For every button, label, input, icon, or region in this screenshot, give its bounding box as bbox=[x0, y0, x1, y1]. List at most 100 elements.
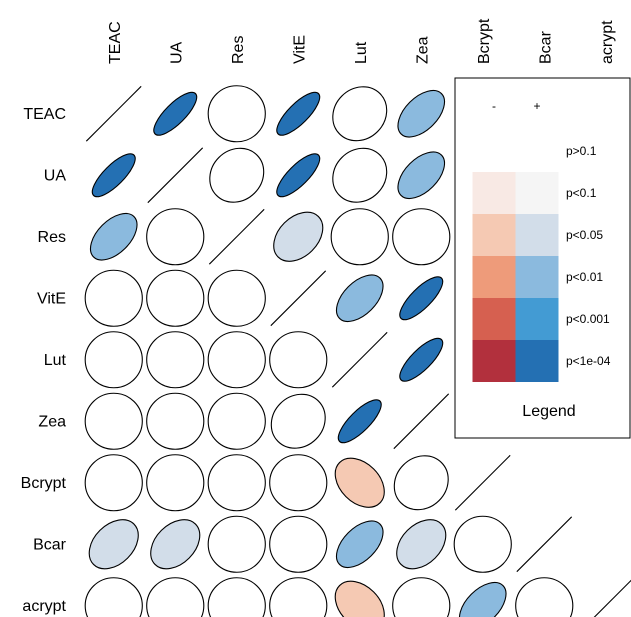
cell-bcrypt-zea bbox=[393, 455, 449, 511]
cell-bcar-zea bbox=[396, 519, 447, 570]
row-label-ua: UA bbox=[44, 167, 67, 184]
cell-lut-vite bbox=[269, 331, 328, 389]
cell-ua-zea bbox=[397, 151, 446, 200]
legend-level-p-1e-04: p<1e-04 bbox=[566, 354, 611, 368]
diagonal-line-lut bbox=[331, 331, 388, 388]
legend-swatch-neg-p-0-1 bbox=[472, 172, 516, 214]
diagonal-line-zea bbox=[393, 393, 450, 450]
cell-zea-lut bbox=[337, 399, 382, 444]
legend-swatch-neg-p-0-05 bbox=[472, 214, 516, 256]
row-label-zea: Zea bbox=[38, 413, 66, 430]
cell-res-teac bbox=[89, 212, 138, 261]
diagonal-line-teac bbox=[85, 85, 142, 142]
legend-level-p-0-01: p<0.01 bbox=[566, 270, 603, 284]
row-label-vite: VitE bbox=[37, 290, 66, 307]
cell-ua-lut bbox=[332, 147, 388, 203]
cell-ua-vite bbox=[276, 153, 321, 198]
diagonal-line-bcar bbox=[516, 516, 573, 573]
cell-bcrypt-vite bbox=[269, 454, 328, 512]
cell-bcrypt-lut bbox=[334, 457, 385, 508]
cell-vite-lut bbox=[335, 274, 384, 323]
cell-acrypt-ua bbox=[146, 577, 205, 617]
legend-swatch-neg-p-0-001 bbox=[472, 298, 516, 340]
legend-swatch-pos-p-0-1 bbox=[515, 172, 559, 214]
cell-zea-teac bbox=[84, 392, 143, 450]
cell-ua-res bbox=[209, 147, 265, 203]
cell-teac-lut bbox=[332, 86, 388, 142]
col-label-zea: Zea bbox=[414, 36, 431, 64]
legend-title: Legend bbox=[522, 403, 575, 420]
diagonal-line-acrypt bbox=[593, 579, 631, 617]
cell-lut-zea bbox=[399, 337, 444, 382]
col-label-vite: VitE bbox=[291, 35, 308, 64]
legend-level-p-0-1: p<0.1 bbox=[566, 186, 597, 200]
row-label-bcrypt: Bcrypt bbox=[21, 475, 67, 492]
col-label-bcar: Bcar bbox=[537, 30, 554, 64]
legend-level-p-0-1: p>0.1 bbox=[566, 144, 597, 158]
row-label-teac: TEAC bbox=[23, 106, 66, 123]
cell-zea-vite bbox=[270, 393, 326, 449]
row-label-res: Res bbox=[38, 229, 66, 246]
diagonal-line-ua bbox=[147, 147, 204, 204]
cell-teac-ua bbox=[153, 91, 198, 136]
legend-swatch-pos-p-1e-04 bbox=[515, 340, 559, 382]
cell-res-lut bbox=[330, 208, 389, 266]
col-label-lut: Lut bbox=[353, 41, 370, 64]
cell-lut-res bbox=[207, 331, 266, 389]
col-label-ua: UA bbox=[168, 41, 185, 64]
legend-sign-pos: + bbox=[533, 99, 540, 113]
cell-bcar-teac bbox=[88, 519, 139, 570]
legend-level-p-0-05: p<0.05 bbox=[566, 228, 603, 242]
cell-res-zea bbox=[392, 208, 451, 266]
cell-res-vite bbox=[273, 211, 324, 262]
cell-bcar-vite bbox=[269, 515, 328, 573]
cell-zea-ua bbox=[146, 392, 205, 450]
cell-acrypt-zea bbox=[392, 577, 451, 617]
cell-ua-teac bbox=[91, 153, 136, 198]
cell-bcrypt-res bbox=[207, 454, 266, 512]
col-label-teac: TEAC bbox=[107, 21, 124, 64]
legend-swatch-neg-p-0-01 bbox=[472, 256, 516, 298]
cell-res-ua bbox=[146, 208, 205, 266]
legend-swatch-pos-p-0-1 bbox=[515, 130, 559, 172]
row-label-acrypt: acrypt bbox=[22, 598, 66, 615]
legend-level-p-0-001: p<0.001 bbox=[566, 312, 610, 326]
cell-acrypt-bcar bbox=[515, 577, 574, 617]
cell-acrypt-bcrypt bbox=[458, 581, 507, 617]
diagonal-line-bcrypt bbox=[454, 454, 511, 511]
cell-vite-res bbox=[207, 269, 266, 327]
cell-bcar-bcrypt bbox=[453, 515, 512, 573]
cell-bcrypt-ua bbox=[146, 454, 205, 512]
col-label-res: Res bbox=[230, 36, 247, 64]
labels-layer: TEAC TEAC UA UA Res Res VitE VitE Lut Lut Zea Zea Bc… bbox=[21, 18, 616, 615]
legend-swatch-pos-p-0-01 bbox=[515, 256, 559, 298]
cell-acrypt-teac bbox=[84, 577, 143, 617]
cell-bcar-lut bbox=[335, 520, 384, 569]
diagonal-line-res bbox=[208, 208, 265, 265]
row-label-lut: Lut bbox=[44, 352, 67, 369]
cell-acrypt-vite bbox=[269, 577, 328, 617]
cell-zea-res bbox=[207, 392, 266, 450]
cell-acrypt-res bbox=[207, 577, 266, 617]
cell-bcar-res bbox=[207, 515, 266, 573]
cell-vite-zea bbox=[399, 276, 444, 321]
cell-teac-res bbox=[207, 85, 266, 143]
legend-swatch-neg-p-1e-04 bbox=[472, 340, 516, 382]
cell-vite-teac bbox=[84, 269, 143, 327]
col-label-bcrypt: Bcrypt bbox=[476, 18, 493, 64]
cell-acrypt-lut bbox=[334, 580, 385, 617]
cell-vite-ua bbox=[146, 269, 205, 327]
col-label-acrypt: acrypt bbox=[599, 20, 616, 64]
cells-layer bbox=[84, 85, 631, 617]
legend-swatch-neg-p-0-1 bbox=[472, 130, 516, 172]
legend-sign-neg: - bbox=[492, 99, 496, 113]
legend-swatch-pos-p-0-001 bbox=[515, 298, 559, 340]
cell-bcar-ua bbox=[150, 519, 201, 570]
cell-lut-teac bbox=[84, 331, 143, 389]
legend-swatch-pos-p-0-05 bbox=[515, 214, 559, 256]
diagonal-line-vite bbox=[270, 270, 327, 327]
cell-lut-ua bbox=[146, 331, 205, 389]
cell-teac-zea bbox=[397, 89, 446, 138]
